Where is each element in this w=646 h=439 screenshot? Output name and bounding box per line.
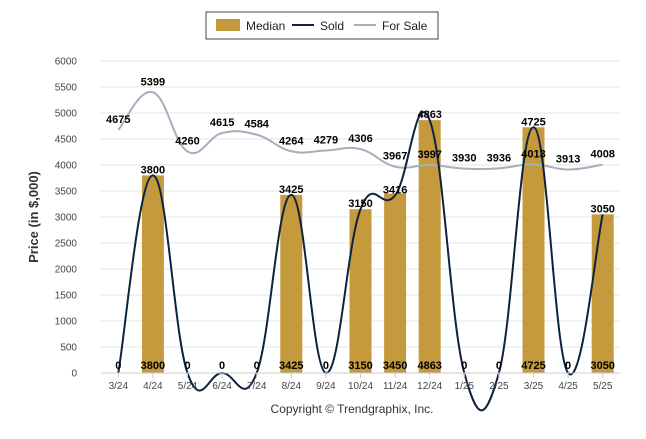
data-label-median: 0 <box>254 360 260 372</box>
data-label-for-sale: 4584 <box>244 119 269 131</box>
data-label-sold: 4863 <box>417 109 441 121</box>
data-label-for-sale: 3930 <box>452 153 476 165</box>
data-label-median: 3800 <box>141 360 165 372</box>
data-label-median: 4863 <box>417 360 441 372</box>
x-tick-label: 5/24 <box>178 381 198 392</box>
data-label-for-sale: 4008 <box>590 149 614 161</box>
y-axis-label: Price (in $,000) <box>26 171 41 263</box>
data-label-median: 0 <box>323 360 329 372</box>
x-tick-label: 3/25 <box>524 381 544 392</box>
bar-median <box>384 193 407 373</box>
y-tick-label: 2000 <box>55 265 78 276</box>
line-sold <box>117 111 604 412</box>
y-axis: 0 500 1000 1500 2000 2500 3000 3500 4000 4500 5000… <box>55 57 78 380</box>
legend-label-for-sale: For Sale <box>382 19 428 33</box>
data-label-sold: 3425 <box>279 184 303 196</box>
y-tick-label: 6000 <box>55 57 78 68</box>
data-label-median: 0 <box>184 360 190 372</box>
y-tick-label: 4000 <box>55 161 78 172</box>
data-label-median: 0 <box>219 360 225 372</box>
x-tick-label: 4/24 <box>143 381 163 392</box>
data-label-sold: 3800 <box>141 164 165 176</box>
data-label-for-sale: 4306 <box>348 133 372 145</box>
x-tick-label: 11/24 <box>383 381 408 392</box>
data-label-for-sale: 4260 <box>175 135 199 147</box>
y-tick-label: 1500 <box>55 291 78 302</box>
x-tick-label: 9/24 <box>316 381 336 392</box>
legend-swatch-median <box>216 19 240 31</box>
data-label-median: 3450 <box>383 360 407 372</box>
data-labels: 4675 5399 4260 4615 4584 4264 4279 4306 3967 3997… <box>106 76 615 372</box>
copyright-text: Copyright © Trendgraphix, Inc. <box>271 402 434 416</box>
x-tick-label: 10/24 <box>348 381 373 392</box>
bar-median <box>280 194 303 373</box>
y-tick-label: 3000 <box>55 213 78 224</box>
y-tick-label: 4500 <box>55 135 78 146</box>
data-label-for-sale: 3997 <box>417 149 441 161</box>
y-tick-label: 2500 <box>55 239 78 250</box>
data-label-median: 4725 <box>521 360 545 372</box>
data-label-for-sale: 3936 <box>487 152 511 164</box>
data-label-sold: 3416 <box>383 184 407 196</box>
data-label-median: 0 <box>496 360 502 372</box>
data-label-median: 0 <box>565 360 571 372</box>
data-label-for-sale: 4675 <box>106 114 130 126</box>
bar-median <box>522 127 545 373</box>
x-tick-label: 7/24 <box>247 381 267 392</box>
data-label-median: 3150 <box>348 360 372 372</box>
x-tick-label: 5/25 <box>593 381 613 392</box>
bar-median <box>349 209 372 373</box>
lines <box>117 91 604 412</box>
y-tick-label: 0 <box>71 369 77 380</box>
legend-box <box>205 11 439 40</box>
x-tick-label: 6/24 <box>212 381 232 392</box>
data-label-sold: 3050 <box>590 203 614 215</box>
x-axis: 3/24 4/24 5/24 6/24 7/24 8/24 9/24 10/24 11/24 12… <box>101 372 620 392</box>
x-tick-label: 4/25 <box>558 381 578 392</box>
data-label-median: 3050 <box>590 360 614 372</box>
data-label-for-sale: 4264 <box>279 135 304 147</box>
y-tick-label: 5500 <box>55 83 78 94</box>
y-tick-label: 3500 <box>55 187 78 198</box>
bar-median <box>418 120 441 374</box>
data-label-median: 0 <box>115 360 121 372</box>
legend: Median Sold For Sale <box>205 11 439 40</box>
y-tick-label: 5000 <box>55 109 78 120</box>
line-for-sale <box>117 91 603 171</box>
x-tick-label: 1/25 <box>455 381 475 392</box>
data-label-for-sale: 4615 <box>210 117 234 129</box>
data-label-for-sale: 4013 <box>521 148 545 160</box>
x-tick-label: 2/25 <box>489 381 509 392</box>
x-tick-label: 3/24 <box>109 381 129 392</box>
bar-median <box>141 175 164 373</box>
data-label-median: 0 <box>461 360 467 372</box>
data-label-sold: 3150 <box>348 198 372 210</box>
data-label-median: 3425 <box>279 360 303 372</box>
x-tick-label: 8/24 <box>282 381 302 392</box>
x-tick-label: 12/24 <box>417 381 442 392</box>
data-label-for-sale: 5399 <box>141 76 165 88</box>
bar-median <box>591 214 614 373</box>
legend-label-sold: Sold <box>320 19 344 33</box>
data-label-for-sale: 3967 <box>383 151 407 163</box>
y-tick-label: 1000 <box>55 317 78 328</box>
data-label-sold: 4725 <box>521 116 545 128</box>
y-tick-label: 500 <box>60 343 77 354</box>
legend-label-median: Median <box>246 19 285 33</box>
data-label-for-sale: 4279 <box>314 134 338 146</box>
data-label-for-sale: 3913 <box>556 154 580 166</box>
